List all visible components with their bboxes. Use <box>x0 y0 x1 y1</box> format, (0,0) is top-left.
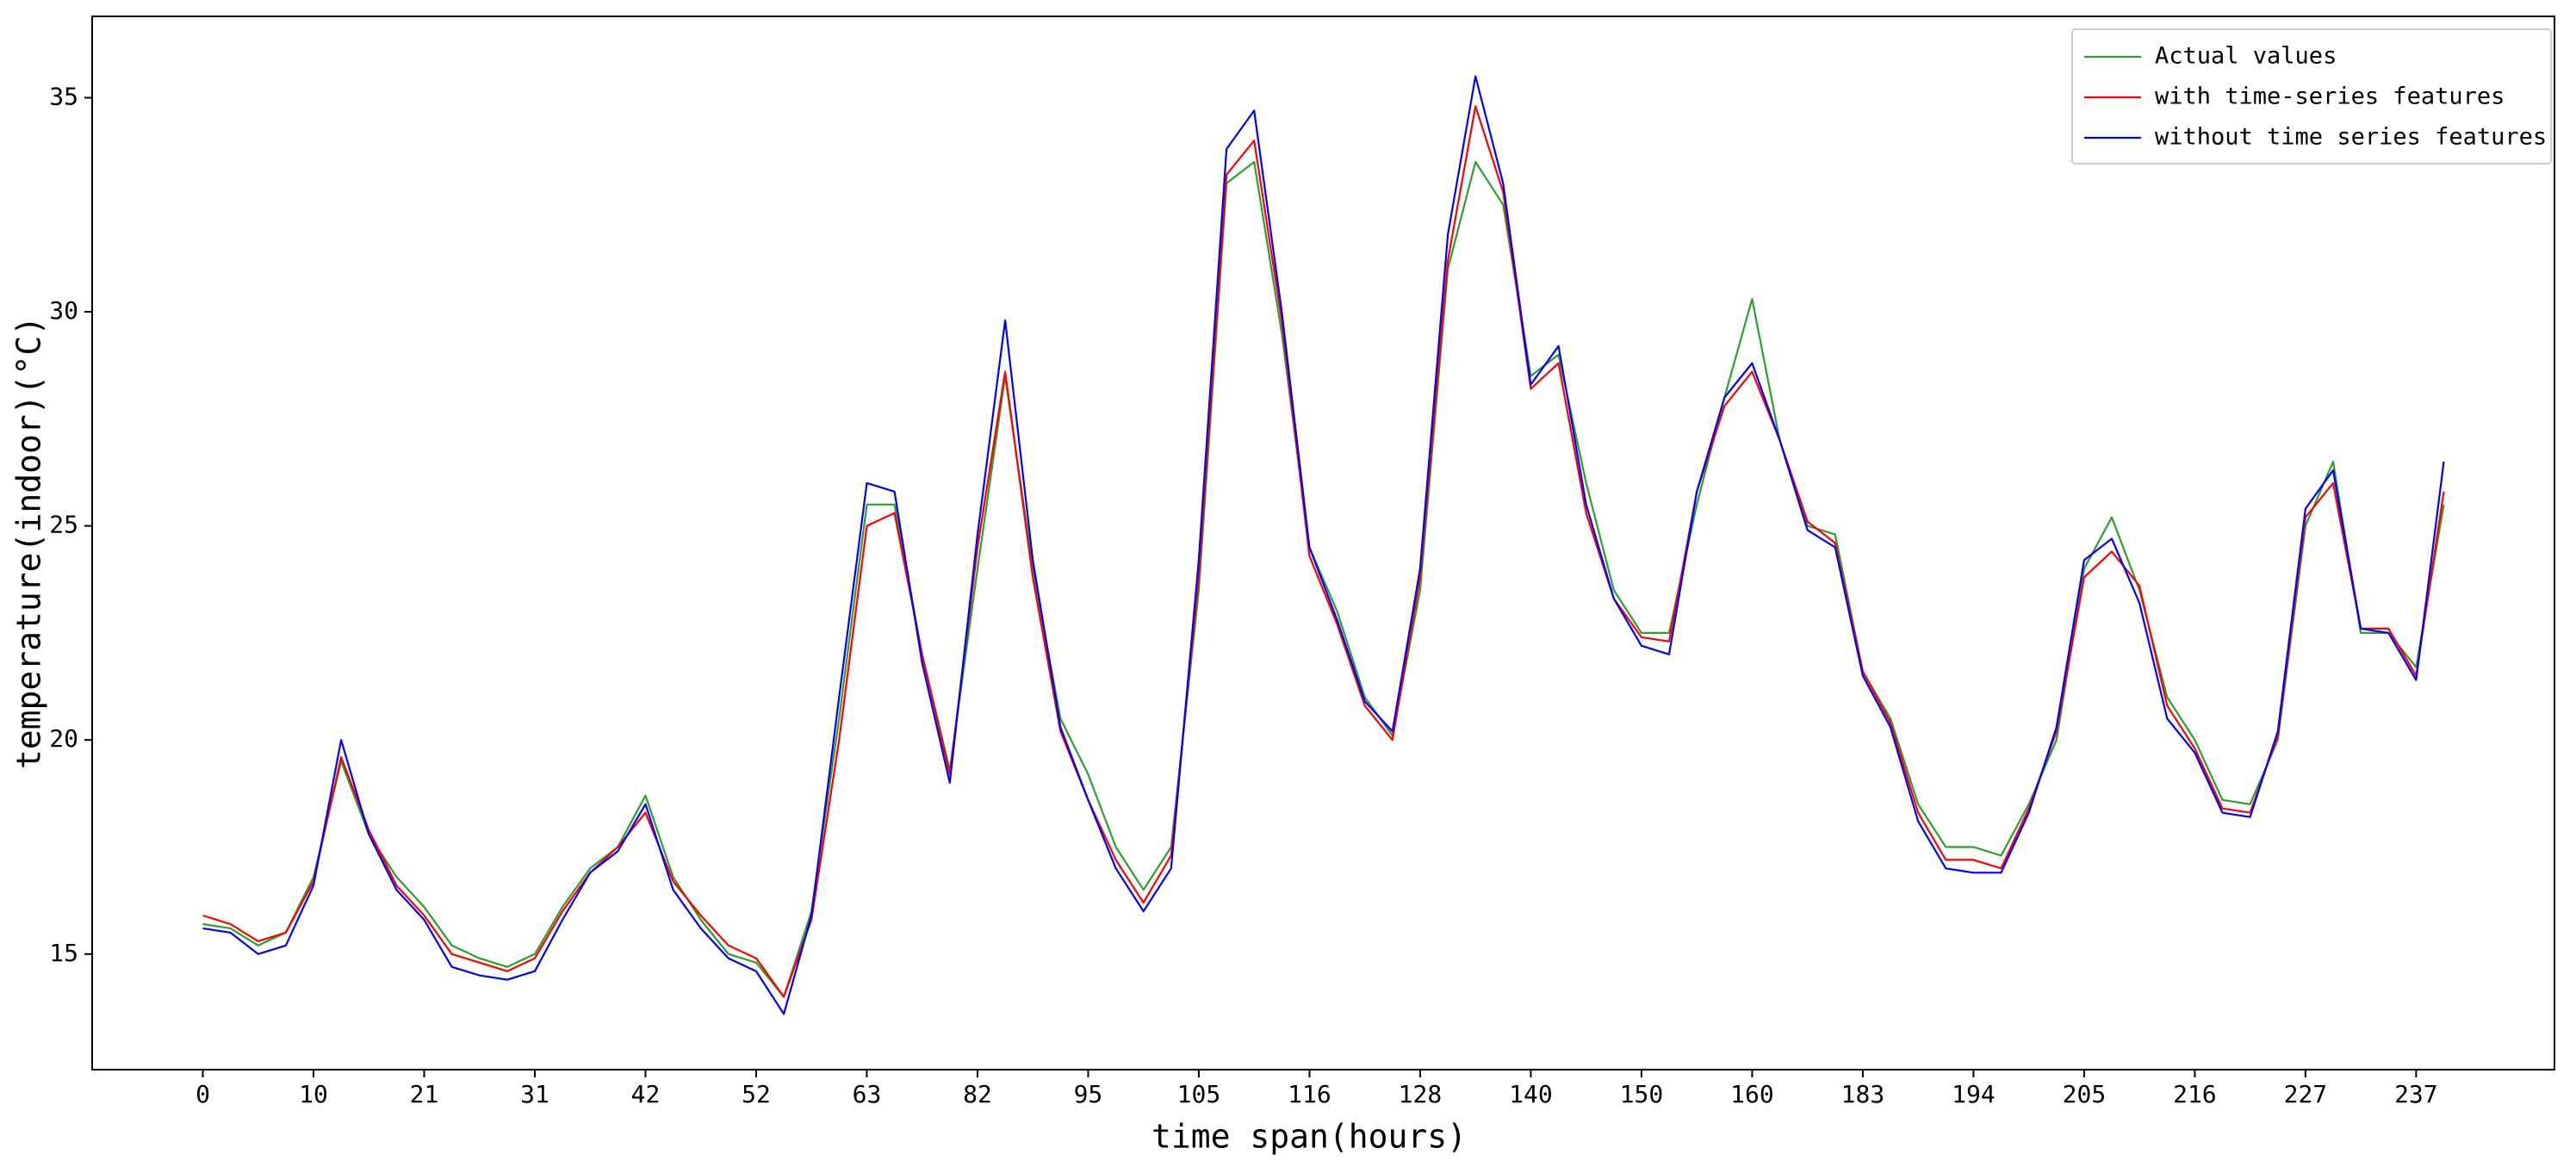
y-tick-label: 20 <box>49 724 78 753</box>
x-tick-label: 205 <box>2063 1080 2107 1108</box>
x-tick-label: 95 <box>1074 1080 1103 1108</box>
legend-label: without time series features <box>2155 124 2547 151</box>
x-tick-label: 160 <box>1730 1080 1774 1108</box>
x-tick-label: 128 <box>1399 1080 1443 1108</box>
x-tick-label: 237 <box>2394 1080 2438 1108</box>
x-tick-label: 10 <box>299 1080 328 1108</box>
legend-label: with time-series features <box>2155 84 2505 110</box>
x-tick-label: 194 <box>1952 1080 1996 1108</box>
x-axis-label: time span(hours) <box>1151 1118 1467 1156</box>
y-axis-label: temperature(indoor)(°C) <box>10 316 48 769</box>
x-tick-label: 227 <box>2284 1080 2328 1108</box>
x-tick-label: 31 <box>520 1080 549 1108</box>
x-tick-label: 140 <box>1509 1080 1553 1108</box>
y-tick-label: 15 <box>49 939 78 967</box>
x-tick-label: 42 <box>631 1080 661 1108</box>
x-tick-label: 52 <box>742 1080 771 1108</box>
series-line <box>202 75 2445 1015</box>
series-line <box>202 105 2445 998</box>
legend-label: Actual values <box>2155 43 2337 70</box>
x-tick-label: 21 <box>410 1080 439 1108</box>
series-line <box>202 160 2445 998</box>
x-tick-label: 0 <box>196 1080 210 1108</box>
x-tick-label: 82 <box>963 1080 992 1108</box>
legend-box <box>2071 28 2552 164</box>
y-tick-label: 25 <box>49 511 78 539</box>
x-tick-label: 183 <box>1841 1080 1885 1108</box>
x-tick-label: 216 <box>2173 1080 2217 1108</box>
y-tick-label: 30 <box>49 296 78 325</box>
x-tick-label: 105 <box>1177 1080 1221 1108</box>
x-tick-label: 150 <box>1620 1080 1664 1108</box>
y-tick-label: 35 <box>49 82 78 110</box>
x-tick-label: 116 <box>1288 1080 1331 1108</box>
plot-frame <box>91 16 2555 1071</box>
x-tick-label: 63 <box>853 1080 882 1108</box>
